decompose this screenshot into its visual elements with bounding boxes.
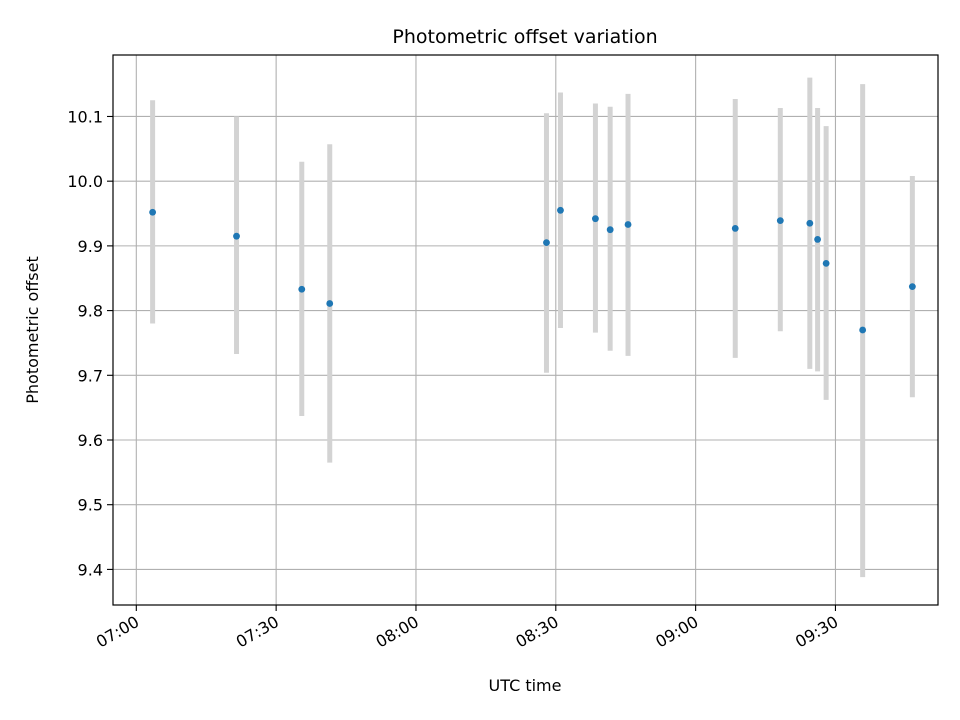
y-tick-label: 10.0 (67, 172, 103, 191)
y-axis-ticks: 9.4 9.5 9.6 9.7 9.8 9.9 10.0 10.1 (67, 107, 113, 579)
x-tick-label: 09:00 (652, 612, 701, 652)
y-tick-label: 9.7 (78, 366, 103, 385)
data-point (822, 259, 830, 267)
data-point (149, 208, 157, 216)
y-tick-label: 9.6 (78, 431, 103, 450)
x-tick-label: 09:30 (792, 612, 841, 652)
y-tick-label: 9.5 (78, 496, 103, 515)
data-point (908, 283, 916, 291)
grid-lines (113, 55, 938, 605)
chart-title: Photometric offset variation (392, 26, 657, 48)
data-point (326, 300, 334, 307)
y-tick-label: 9.4 (78, 560, 103, 579)
x-tick-label: 07:30 (233, 612, 282, 652)
data-point (543, 239, 550, 247)
x-tick-label: 08:30 (512, 612, 561, 652)
data-point (624, 221, 632, 228)
y-tick-label: 9.8 (78, 302, 103, 321)
data-points (149, 206, 916, 334)
data-point (814, 236, 821, 243)
x-tick-label: 07:00 (93, 612, 142, 652)
x-axis-label: UTC time (489, 676, 562, 695)
error-bars (150, 77, 915, 578)
y-tick-label: 9.9 (78, 237, 103, 256)
plot-frame (112, 54, 939, 606)
x-tick-label: 08:00 (373, 612, 422, 652)
data-point (731, 225, 739, 232)
y-tick-label: 10.1 (67, 107, 103, 126)
data-point (592, 215, 599, 223)
data-point (776, 217, 784, 225)
data-point (859, 326, 867, 334)
x-axis-ticks: 07:00 07:30 08:00 08:30 09:00 09:30 (93, 605, 841, 652)
data-point (557, 206, 564, 214)
data-point (806, 219, 814, 227)
data-point (298, 285, 306, 293)
data-point (606, 226, 614, 234)
y-axis-label: Photometric offset (23, 256, 42, 404)
data-point (233, 232, 240, 240)
